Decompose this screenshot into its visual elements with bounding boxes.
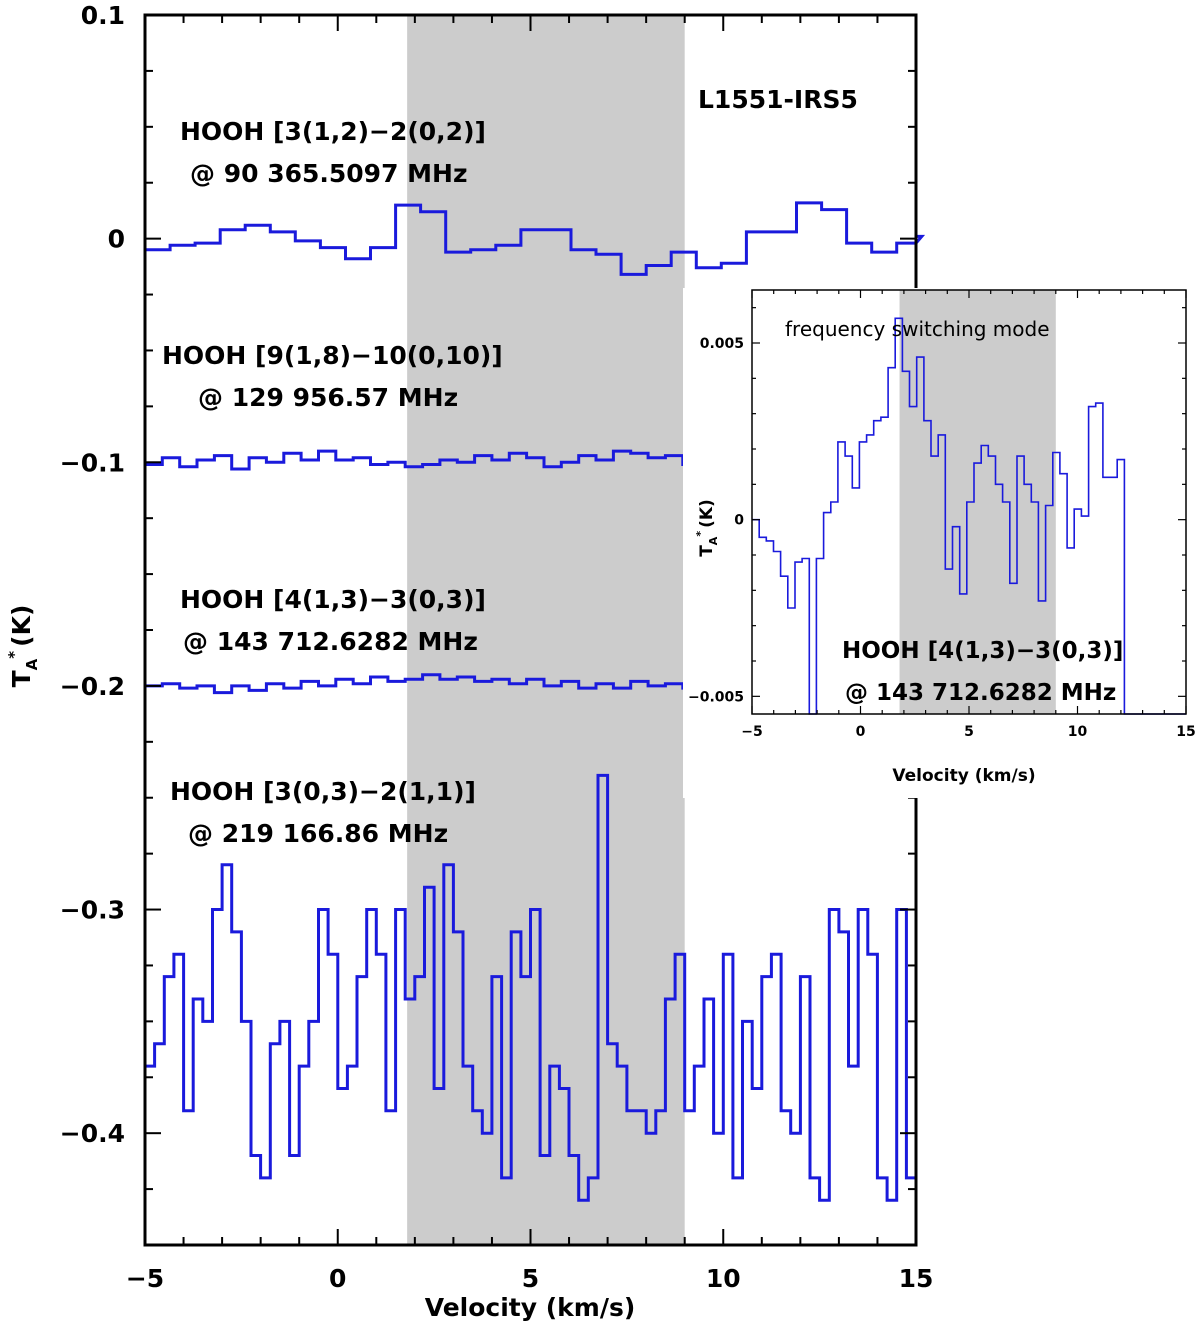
spectrum-line-2 (145, 449, 685, 471)
x-tick-label: −5 (126, 1264, 164, 1293)
series-2-label-line1: HOOH [9(1,8)−10(0,10)] (162, 341, 503, 370)
series-3-label-line1: HOOH [4(1,3)−3(0,3)] (180, 585, 486, 614)
inset-y-axis-title-superscript: * (694, 531, 707, 537)
inset-y-tick-label: 0.005 (700, 336, 744, 352)
x-tick-label: 0 (329, 1264, 346, 1293)
velocity-shaded-region (407, 15, 685, 1245)
y-axis-title-unit: (K) (7, 605, 36, 647)
inset-mode-note: frequency switching mode (785, 317, 1050, 341)
spectrum-line-3 (145, 673, 685, 695)
y-tick-label: 0.1 (81, 1, 125, 30)
series-4-label-line1: HOOH [3(0,3)−2(1,1)] (170, 777, 476, 806)
inset-x-tick-label: −5 (741, 724, 762, 740)
x-tick-label: 15 (899, 1264, 934, 1293)
y-tick-label: −0.1 (60, 448, 125, 477)
series-3-label-line2: @ 143 712.6282 MHz (183, 627, 478, 656)
x-tick-label: 10 (706, 1264, 741, 1293)
series-1-label-line2: @ 90 365.5097 MHz (190, 159, 468, 188)
inset-y-tick-label: 0 (734, 513, 744, 529)
inset-series-label-line2: @ 143 712.6282 MHz (845, 680, 1116, 706)
series-4-label-line2: @ 219 166.86 MHz (188, 819, 448, 848)
series-2-label-line2: @ 129 956.57 MHz (198, 383, 458, 412)
source-name-label: L1551-IRS5 (698, 85, 858, 114)
inset-x-tick-label: 0 (856, 724, 866, 740)
inset-shaded-region (899, 290, 1056, 714)
y-tick-label: −0.2 (60, 672, 125, 701)
inset-spectrum-line-1 (752, 317, 1186, 715)
x-tick-label: 5 (522, 1264, 539, 1293)
y-tick-label: 0 (108, 225, 125, 254)
inset-y-axis-title: TA* (K) (694, 499, 720, 557)
main-panel: −5 0 5 10 150.10−0.1−0.2−0.3−0.4 L1551-IRS5 … (5, 1, 933, 1322)
inset-y-axis-title-unit: (K) (697, 499, 717, 528)
inset-x-axis-title: Velocity (km/s) (892, 766, 1035, 786)
x-axis-title: Velocity (km/s) (425, 1293, 636, 1322)
inset-x-tick-label: 15 (1176, 724, 1195, 740)
svg-text:TA*(K): TA* (K) (694, 499, 720, 557)
inset-panel: −5 0 5 10 15 0.005 0 −0.005 frequency switching… (683, 288, 1200, 798)
y-axis-title: TA* (K) (5, 605, 41, 688)
inset-spectrum (752, 317, 1186, 715)
main-tick-labels: −5 0 5 10 15 0.1 0 −0.1 −0.2 −0.3 −0.4 (60, 1, 934, 1293)
inset-plot-frame (751, 289, 1187, 715)
spectrum-line-4 (145, 773, 916, 1202)
y-tick-label: −0.4 (60, 1119, 125, 1148)
svg-text:TA*(K): TA* (K) (5, 605, 41, 688)
y-axis-title-superscript: * (5, 651, 23, 659)
inset-x-tick-label: 10 (1068, 724, 1088, 740)
main-spectra (145, 201, 926, 1202)
y-axis-title-subscript: A (23, 658, 41, 670)
inset-y-axis-title-symbol: T (697, 545, 717, 557)
inset-y-tick-label: −0.005 (688, 689, 744, 705)
inset-y-axis-title-subscript: A (707, 536, 720, 545)
y-axis-title-symbol: T (7, 670, 36, 687)
inset-series-label-line1: HOOH [4(1,3)−3(0,3)] (842, 638, 1123, 664)
inset-tick-labels: −5 0 5 10 15 0.005 0 −0.005 (688, 336, 1196, 740)
y-tick-label: −0.3 (60, 896, 125, 925)
inset-x-tick-label: 5 (964, 724, 974, 740)
series-1-label-line1: HOOH [3(1,2)−2(0,2)] (180, 117, 486, 146)
spectrum-line-1 (145, 201, 926, 276)
